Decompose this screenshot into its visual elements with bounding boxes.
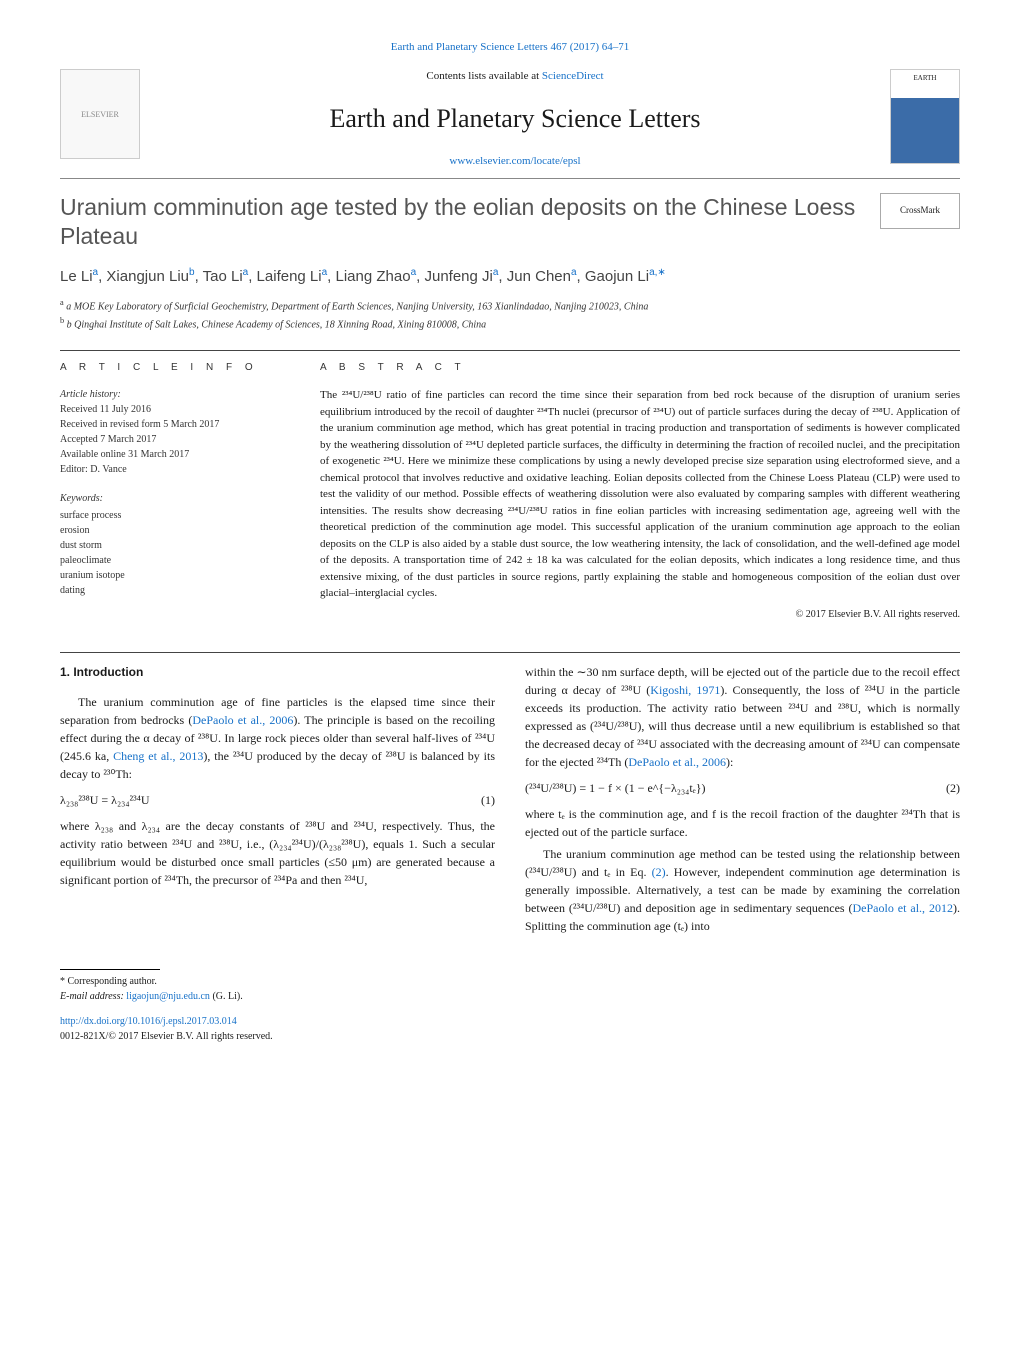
history-revised: Received in revised form 5 March 2017 xyxy=(60,417,290,432)
history-received: Received 11 July 2016 xyxy=(60,402,290,417)
history-accepted: Accepted 7 March 2017 xyxy=(60,432,290,447)
issn-line: 0012-821X/© 2017 Elsevier B.V. All right… xyxy=(60,1029,960,1044)
page-footer: * Corresponding author. E-mail address: … xyxy=(60,969,960,1044)
crossmark-badge[interactable]: CrossMark xyxy=(880,193,960,229)
intro-p4: where tₑ is the comminution age, and f i… xyxy=(525,805,960,841)
affiliation-b: b b Qinghai Institute of Salt Lakes, Chi… xyxy=(60,315,960,332)
journal-cover-thumbnail: EARTH xyxy=(890,69,960,164)
author-list: Le Lia, Xiangjun Liub, Tao Lia, Laifeng … xyxy=(60,266,960,287)
affiliations: a a MOE Key Laboratory of Surficial Geoc… xyxy=(60,297,960,332)
intro-p3: within the ∼30 nm surface depth, will be… xyxy=(525,663,960,771)
journal-homepage-link[interactable]: www.elsevier.com/locate/epsl xyxy=(449,155,580,167)
ref-depaolo-2006[interactable]: DePaolo et al., 2006 xyxy=(192,713,293,727)
article-title: Uranium comminution age tested by the eo… xyxy=(60,193,860,253)
contents-prefix: Contents lists available at xyxy=(426,70,541,82)
ref-eq2[interactable]: (2) xyxy=(652,865,666,879)
eq1-body: λ₂₃₈²³⁸U = λ₂₃₄²³⁴U xyxy=(60,791,150,809)
ref-depaolo-2006b[interactable]: DePaolo et al., 2006 xyxy=(628,755,726,769)
keywords-list: surface processerosiondust stormpaleocli… xyxy=(60,508,290,598)
ref-cheng-2013[interactable]: Cheng et al., 2013 xyxy=(113,749,203,763)
article-info-label: A R T I C L E I N F O xyxy=(60,361,290,375)
eq2-body: (²³⁴U/²³⁸U) = 1 − f × (1 − e^{−λ₂₃₄tₑ}) xyxy=(525,779,706,797)
abstract-label: A B S T R A C T xyxy=(320,361,960,375)
article-history: Article history: Received 11 July 2016 R… xyxy=(60,387,290,598)
equation-2: (²³⁴U/²³⁸U) = 1 − f × (1 − e^{−λ₂₃₄tₑ}) … xyxy=(525,779,960,797)
doi-link[interactable]: http://dx.doi.org/10.1016/j.epsl.2017.03… xyxy=(60,1016,237,1027)
corresponding-email-line: E-mail address: ligaojun@nju.edu.cn (G. … xyxy=(60,989,960,1004)
corresponding-author: * Corresponding author. xyxy=(60,974,960,989)
keyword-item: uranium isotope xyxy=(60,568,290,583)
corresponding-email-link[interactable]: ligaojun@nju.edu.cn xyxy=(126,991,210,1002)
ref-kigoshi-1971[interactable]: Kigoshi, 1971 xyxy=(650,683,720,697)
abstract-text: The ²³⁴U/²³⁸U ratio of fine particles ca… xyxy=(320,387,960,602)
keyword-item: erosion xyxy=(60,523,290,538)
keyword-item: surface process xyxy=(60,508,290,523)
equation-1: λ₂₃₈²³⁸U = λ₂₃₄²³⁴U (1) xyxy=(60,791,495,809)
body-col-right: within the ∼30 nm surface depth, will be… xyxy=(525,663,960,939)
section-1-heading: 1. Introduction xyxy=(60,663,495,681)
affiliation-a: a a MOE Key Laboratory of Surficial Geoc… xyxy=(60,297,960,314)
elsevier-logo: ELSEVIER xyxy=(60,69,140,159)
body-columns: 1. Introduction The uranium comminution … xyxy=(60,663,960,939)
intro-p1: The uranium comminution age of fine part… xyxy=(60,693,495,783)
ref-depaolo-2012[interactable]: DePaolo et al., 2012 xyxy=(853,901,953,915)
eq2-number: (2) xyxy=(946,779,960,797)
history-label: Article history: xyxy=(60,387,290,402)
history-online: Available online 31 March 2017 xyxy=(60,447,290,462)
copyright-line: © 2017 Elsevier B.V. All rights reserved… xyxy=(320,608,960,622)
issue-line: Earth and Planetary Science Letters 467 … xyxy=(60,40,960,55)
keyword-item: dating xyxy=(60,583,290,598)
email-name: (G. Li). xyxy=(212,991,242,1002)
journal-header: ELSEVIER Contents lists available at Sci… xyxy=(60,69,960,178)
keyword-item: paleoclimate xyxy=(60,553,290,568)
keyword-item: dust storm xyxy=(60,538,290,553)
email-label: E-mail address: xyxy=(60,991,124,1002)
eq1-number: (1) xyxy=(481,791,495,809)
journal-title: Earth and Planetary Science Letters xyxy=(160,101,870,137)
history-editor: Editor: D. Vance xyxy=(60,462,290,477)
sciencedirect-link[interactable]: ScienceDirect xyxy=(542,70,604,82)
intro-p5: The uranium comminution age method can b… xyxy=(525,845,960,935)
body-col-left: 1. Introduction The uranium comminution … xyxy=(60,663,495,939)
keywords-label: Keywords: xyxy=(60,491,290,506)
contents-available: Contents lists available at ScienceDirec… xyxy=(160,69,870,84)
intro-p2: where λ₂₃₈ and λ₂₃₄ are the decay consta… xyxy=(60,817,495,889)
